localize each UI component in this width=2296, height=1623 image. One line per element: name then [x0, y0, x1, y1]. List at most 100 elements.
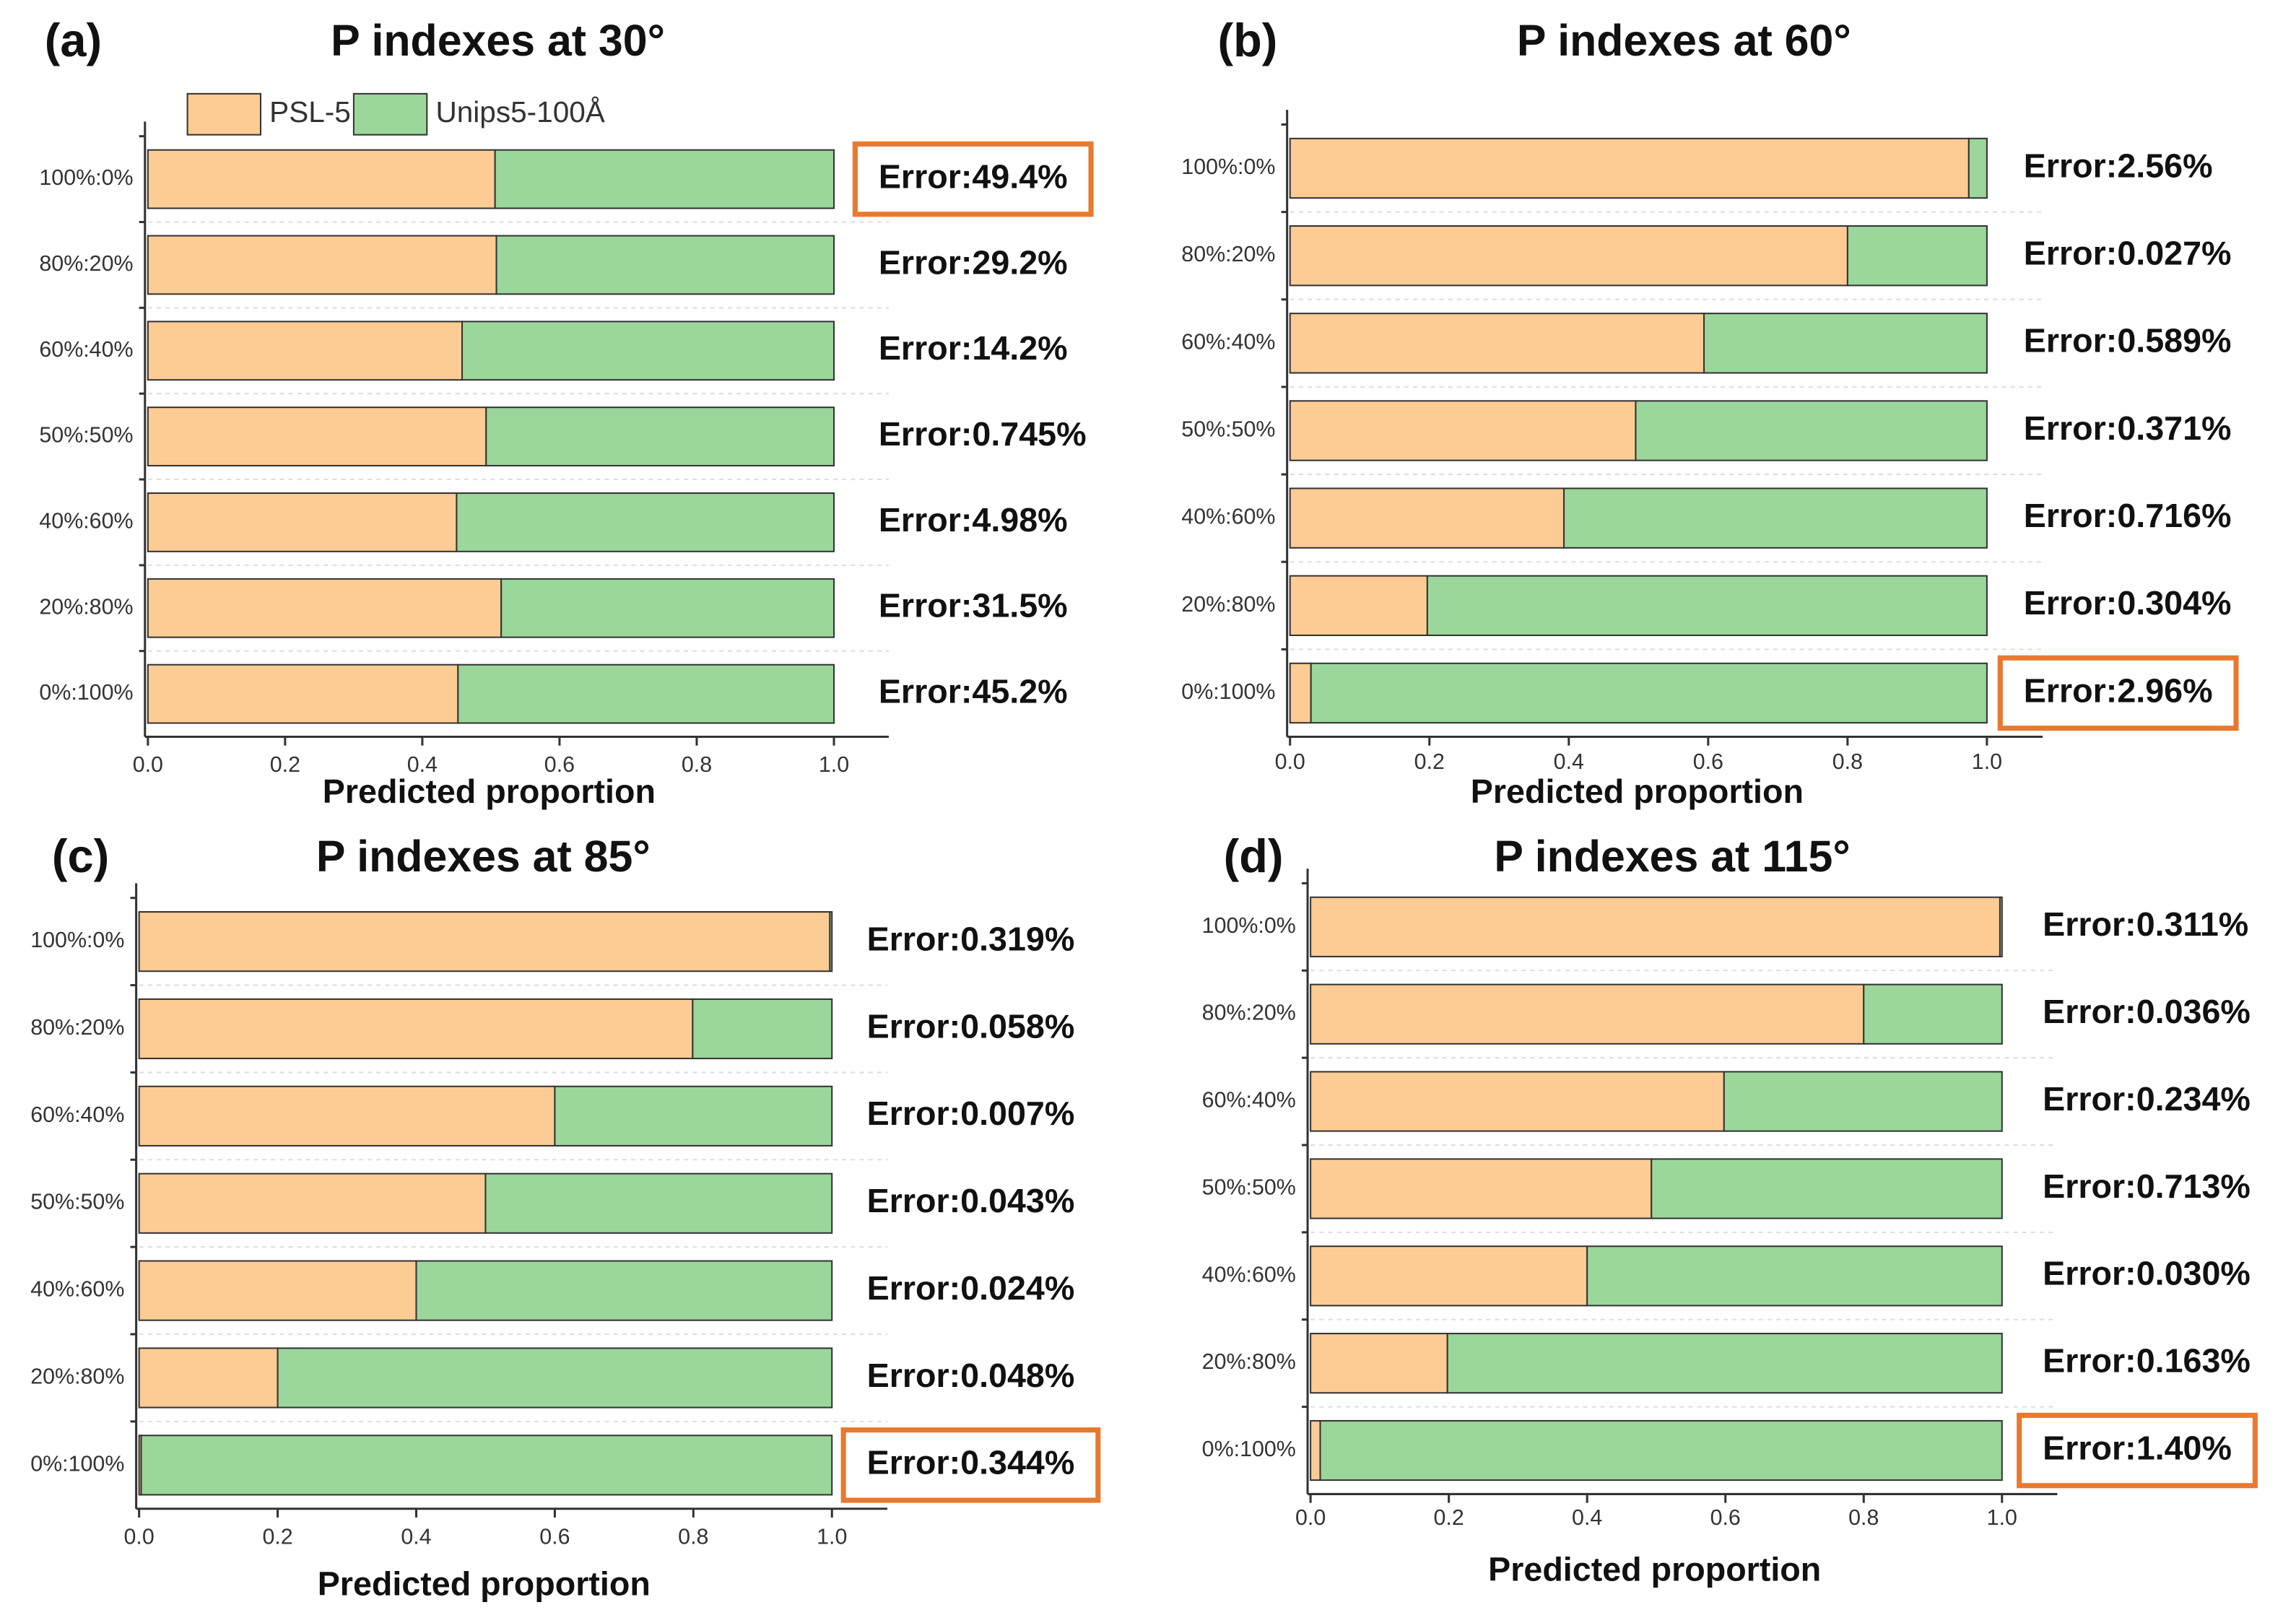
- error-annotation: Error:0.319%: [867, 920, 1075, 957]
- bar-segment: [1310, 896, 2001, 957]
- error-annotation: Error:45.2%: [879, 672, 1068, 710]
- chart-title: P indexes at 85°: [316, 832, 651, 881]
- x-tick-label: 0.2: [1414, 749, 1445, 774]
- x-tick-label: 0.6: [539, 1524, 570, 1549]
- y-tick-label: 20%:80%: [30, 1364, 124, 1388]
- legend-label: Unips5-100Å: [435, 95, 604, 129]
- bar-segment: [1846, 225, 1988, 287]
- x-tick-label: 0.2: [1434, 1505, 1464, 1530]
- bar-segment: [554, 1085, 833, 1146]
- y-tick-label: 100%:0%: [39, 165, 133, 190]
- x-tick-label: 0.0: [124, 1524, 155, 1549]
- y-tick-label: 80%:20%: [1181, 242, 1275, 266]
- bar-segment: [147, 406, 487, 467]
- x-tick-label: 0.8: [678, 1524, 708, 1549]
- bar-segment: [1586, 1245, 2003, 1307]
- error-annotation: Error:2.56%: [2024, 147, 2213, 184]
- y-tick-label: 40%:60%: [1181, 505, 1275, 529]
- bar-segment: [1319, 1419, 2003, 1481]
- x-tick-label: 0.4: [401, 1524, 431, 1549]
- bar-segment: [138, 1260, 417, 1321]
- bar-segment: [495, 235, 835, 295]
- error-annotation: Error:31.5%: [879, 587, 1068, 625]
- bar-segment: [138, 998, 694, 1060]
- bar-segment: [1651, 1158, 2003, 1219]
- panel-label: (a): [45, 14, 102, 66]
- legend-swatch: [352, 92, 428, 136]
- panel-label: (b): [1217, 14, 1277, 66]
- bar-segment: [1310, 1071, 1725, 1132]
- bar-segment: [457, 663, 835, 724]
- y-tick-label: 0%:100%: [30, 1451, 124, 1476]
- bar-segment: [829, 911, 833, 973]
- error-annotation: Error:14.2%: [879, 329, 1068, 367]
- x-tick-label: 0.6: [1693, 749, 1723, 774]
- error-annotation: Error:0.371%: [2024, 409, 2232, 447]
- panel-label: (d): [1224, 830, 1284, 882]
- x-tick-label: 1.0: [819, 752, 849, 777]
- error-annotation: Error:0.048%: [867, 1357, 1075, 1394]
- x-axis-label: Predicted proportion: [1488, 1550, 1821, 1588]
- x-tick-label: 0.0: [133, 752, 163, 777]
- x-tick-label: 0.8: [1848, 1505, 1879, 1530]
- chart-title: P indexes at 115°: [1494, 832, 1850, 881]
- y-tick-label: 60%:40%: [30, 1102, 124, 1127]
- x-tick-label: 0.8: [1832, 749, 1863, 774]
- bar-segment: [494, 149, 835, 209]
- bar-segment: [415, 1260, 833, 1321]
- bar-segment: [138, 1085, 556, 1146]
- bar-segment: [1426, 575, 1988, 637]
- error-annotation: Error:0.304%: [2024, 584, 2232, 622]
- x-tick-label: 0.2: [270, 752, 300, 777]
- legend-swatch: [186, 92, 262, 136]
- y-tick-label: 100%:0%: [30, 928, 124, 952]
- bar-segment: [1310, 1245, 1588, 1307]
- error-annotation: Error:0.007%: [867, 1095, 1075, 1132]
- highlight-box: [1997, 655, 2239, 731]
- y-tick-label: 50%:50%: [1202, 1175, 1296, 1199]
- bar-segment: [1967, 137, 1988, 199]
- bar-segment: [1310, 662, 1988, 724]
- x-tick-label: 0.0: [1275, 749, 1305, 774]
- x-axis-label: Predicted proportion: [323, 773, 656, 810]
- x-tick-label: 0.4: [407, 752, 438, 777]
- bar-segment: [1289, 487, 1565, 549]
- error-annotation: Error:0.311%: [2043, 905, 2248, 943]
- legend-label: PSL-5: [269, 95, 351, 129]
- bar-segment: [461, 321, 835, 381]
- bar-segment: [1289, 313, 1705, 374]
- error-annotation: Error:0.716%: [2024, 497, 2232, 534]
- bar-segment: [1703, 313, 1988, 374]
- y-tick-label: 60%:40%: [1202, 1088, 1296, 1113]
- error-annotation: Error:2.96%: [2024, 671, 2213, 709]
- y-tick-label: 40%:60%: [30, 1277, 124, 1302]
- x-tick-label: 0.2: [262, 1524, 292, 1549]
- bar-segment: [500, 578, 835, 638]
- x-tick-label: 0.8: [682, 752, 712, 777]
- x-tick-label: 0.0: [1295, 1505, 1326, 1530]
- x-tick-label: 1.0: [1987, 1505, 2017, 1530]
- x-tick-label: 0.4: [1554, 749, 1584, 774]
- bar-segment: [1635, 400, 1988, 461]
- panel-label: (c): [52, 830, 109, 882]
- error-annotation: Error:1.40%: [2043, 1429, 2232, 1466]
- bar-segment: [1289, 400, 1637, 461]
- y-tick-label: 40%:60%: [39, 508, 133, 533]
- bar-segment: [1999, 896, 2003, 957]
- bar-segment: [138, 1347, 279, 1409]
- y-tick-label: 60%:40%: [1181, 329, 1275, 354]
- y-tick-label: 80%:20%: [1202, 1001, 1296, 1025]
- error-annotation: Error:0.234%: [2043, 1080, 2251, 1118]
- y-tick-label: 0%:100%: [1181, 679, 1275, 704]
- bar-segment: [485, 406, 835, 467]
- x-axis-label: Predicted proportion: [318, 1565, 651, 1603]
- bar-segment: [1446, 1333, 2003, 1394]
- x-tick-label: 0.6: [1710, 1505, 1741, 1530]
- bar-segment: [1289, 662, 1312, 724]
- y-tick-label: 50%:50%: [1181, 417, 1275, 442]
- error-annotation: Error:0.043%: [867, 1182, 1075, 1219]
- bar-segment: [1723, 1071, 2003, 1132]
- error-annotation: Error:49.4%: [879, 157, 1068, 195]
- bar-segment: [484, 1172, 833, 1234]
- bar-segment: [1310, 1333, 1448, 1394]
